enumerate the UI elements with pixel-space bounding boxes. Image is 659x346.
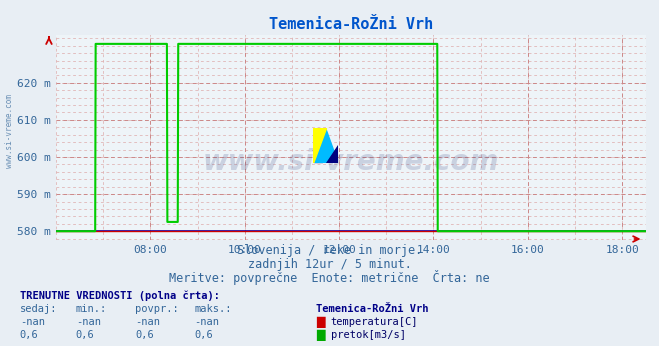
Text: TRENUTNE VREDNOSTI (polna črta):: TRENUTNE VREDNOSTI (polna črta):: [20, 291, 219, 301]
Text: www.si-vreme.com: www.si-vreme.com: [203, 148, 499, 176]
Text: pretok[m3/s]: pretok[m3/s]: [331, 330, 406, 340]
Text: Meritve: povprečne  Enote: metrične  Črta: ne: Meritve: povprečne Enote: metrične Črta:…: [169, 270, 490, 285]
Text: Temenica-RoŽni Vrh: Temenica-RoŽni Vrh: [316, 304, 429, 314]
Text: www.si-vreme.com: www.si-vreme.com: [5, 94, 14, 169]
Text: -nan: -nan: [194, 317, 219, 327]
Text: temperatura[C]: temperatura[C]: [331, 317, 418, 327]
Polygon shape: [313, 128, 338, 163]
Text: -nan: -nan: [135, 317, 160, 327]
Text: sedaj:: sedaj:: [20, 304, 57, 314]
Text: 0,6: 0,6: [20, 330, 38, 340]
Text: min.:: min.:: [76, 304, 107, 314]
Text: maks.:: maks.:: [194, 304, 232, 314]
Text: -nan: -nan: [76, 317, 101, 327]
Text: 0,6: 0,6: [76, 330, 94, 340]
Polygon shape: [313, 128, 326, 163]
Text: povpr.:: povpr.:: [135, 304, 179, 314]
Text: Slovenija / reke in morje.: Slovenija / reke in morje.: [237, 244, 422, 257]
Text: 0,6: 0,6: [194, 330, 213, 340]
Text: 0,6: 0,6: [135, 330, 154, 340]
Text: █: █: [316, 317, 325, 328]
Polygon shape: [326, 145, 338, 163]
Text: -nan: -nan: [20, 317, 45, 327]
Text: zadnjih 12ur / 5 minut.: zadnjih 12ur / 5 minut.: [248, 258, 411, 271]
Text: █: █: [316, 330, 325, 342]
Title: Temenica-RoŽni Vrh: Temenica-RoŽni Vrh: [269, 17, 433, 32]
